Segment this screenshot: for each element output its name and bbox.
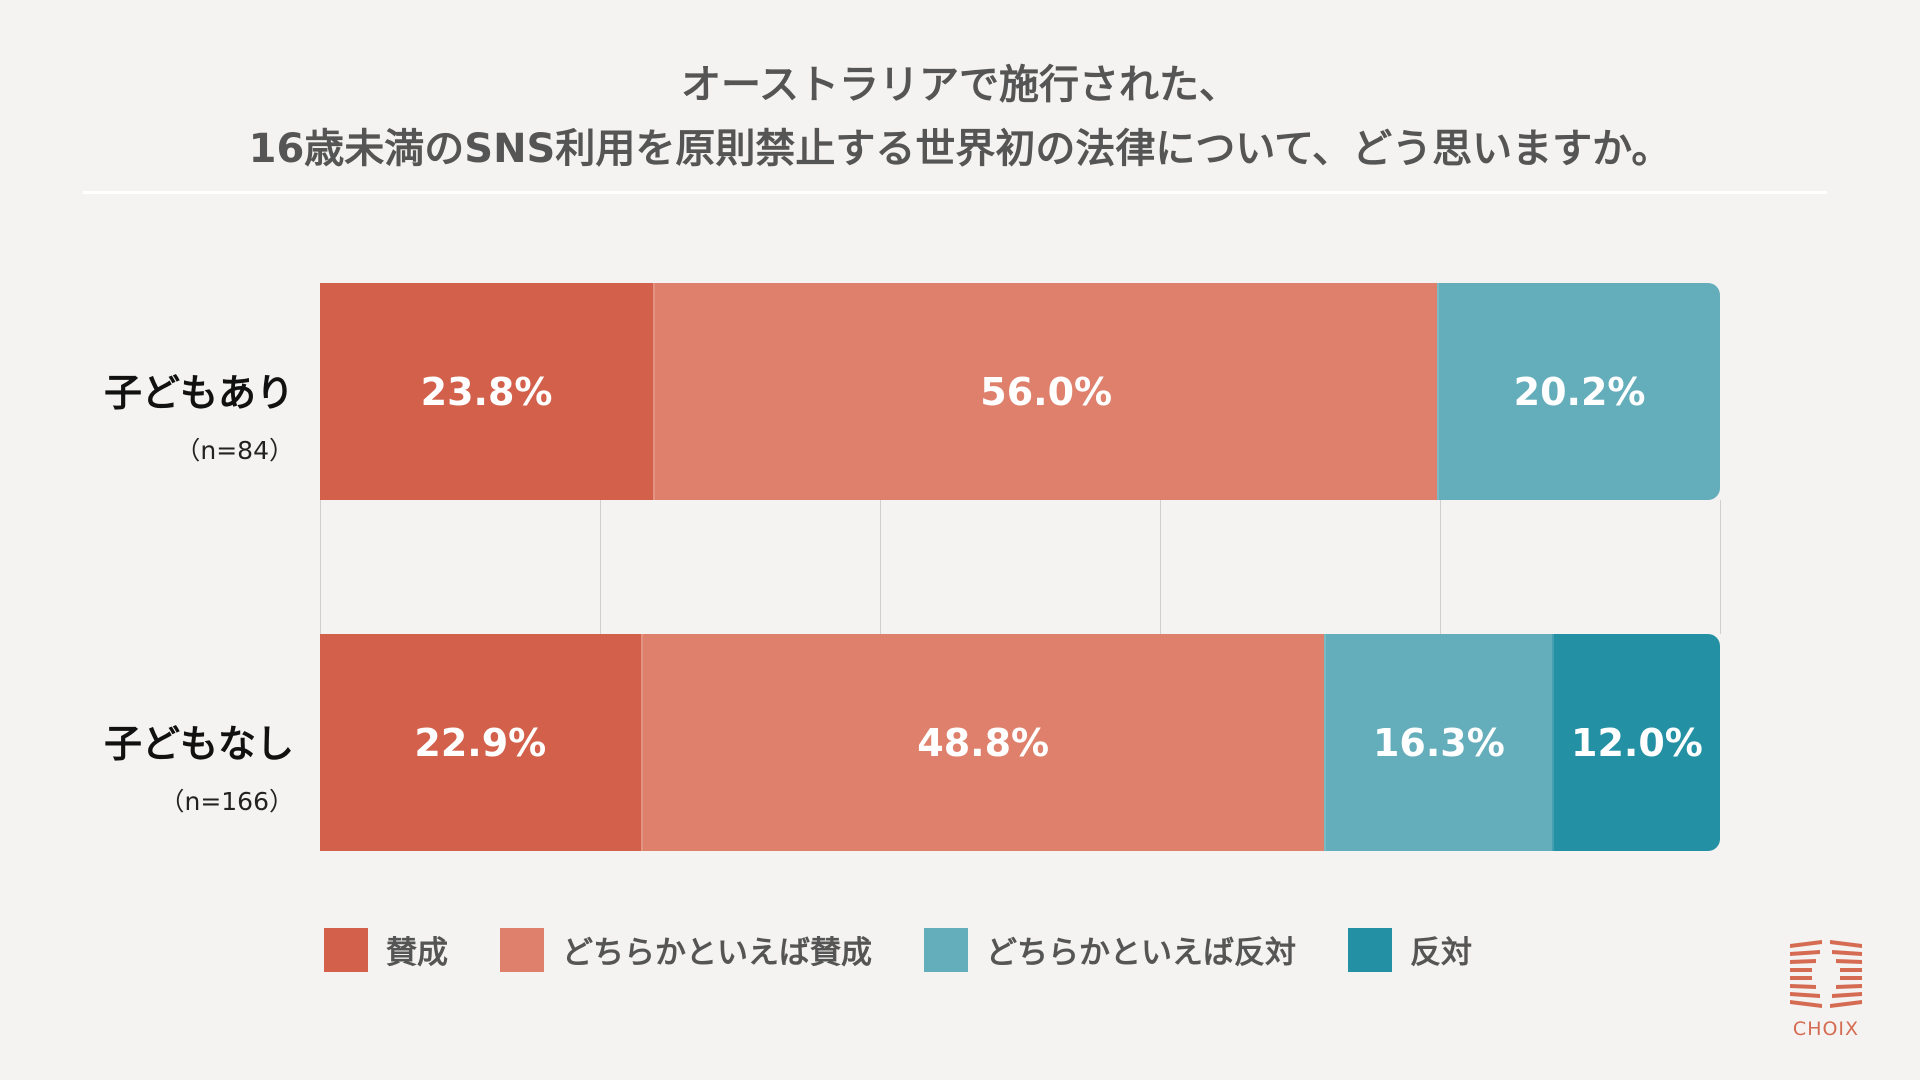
gridline [1720, 500, 1721, 634]
choix-logo: CHOIX [1788, 938, 1864, 1040]
bar-without-children: 22.9% 48.8% 16.3% 12.0% [320, 634, 1720, 851]
bar-segment: 16.3% [1323, 634, 1552, 851]
legend-item: 賛成 [324, 927, 448, 972]
legend-item: 反対 [1348, 927, 1472, 972]
bar-segment: 22.9% [320, 634, 641, 851]
category-n: （n=84） [175, 436, 294, 465]
bar-segment: 56.0% [653, 283, 1438, 500]
gridline [600, 500, 601, 634]
gridline [1440, 500, 1441, 634]
gridline [880, 500, 881, 634]
legend-item: どちらかといえば反対 [924, 927, 1296, 972]
legend-swatch [324, 927, 368, 972]
bar-segment: 12.0% [1551, 634, 1720, 851]
chart-title-line-1: オーストラリアで施行された、 [681, 62, 1239, 108]
choix-logo-icon [1790, 940, 1862, 1008]
bar-with-children: 23.8% 56.0% 20.2% [320, 283, 1720, 500]
data-label: 16.3% [1372, 720, 1505, 765]
legend-swatch [1348, 927, 1392, 972]
data-label: 12.0% [1571, 720, 1703, 765]
chart-title-line-2: 16歳未満のSNS利用を原則禁止する世界初の法律について、どう思いますか。 [248, 126, 1672, 172]
legend-label: 反対 [1410, 935, 1472, 971]
category-label-with-children: 子どもあり （n=84） [104, 362, 294, 467]
title-divider [83, 191, 1827, 194]
bar-segment: 20.2% [1437, 283, 1720, 500]
legend-label: どちらかといえば賛成 [562, 935, 872, 971]
data-label: 56.0% [980, 369, 1113, 414]
gridline [320, 500, 321, 634]
legend-swatch [500, 927, 544, 972]
data-label: 22.9% [414, 720, 547, 765]
data-label: 20.2% [1513, 369, 1646, 414]
legend: 賛成 どちらかといえば賛成 どちらかといえば反対 反対 [324, 927, 1524, 972]
category-label-without-children: 子どもなし （n=166） [104, 713, 294, 818]
legend-swatch [924, 927, 968, 972]
legend-label: 賛成 [386, 935, 448, 971]
bar-segment: 48.8% [640, 634, 1324, 851]
category-name: 子どもあり [103, 371, 294, 415]
logo-text: CHOIX [1792, 1018, 1860, 1040]
bar-segment: 23.8% [320, 283, 654, 500]
legend-label: どちらかといえば反対 [986, 935, 1296, 971]
data-label: 23.8% [420, 369, 553, 414]
category-name: 子どもなし [103, 722, 294, 766]
category-n: （n=166） [159, 787, 294, 816]
gridline [1160, 500, 1161, 634]
data-label: 48.8% [917, 720, 1050, 765]
legend-item: どちらかといえば賛成 [500, 927, 872, 972]
